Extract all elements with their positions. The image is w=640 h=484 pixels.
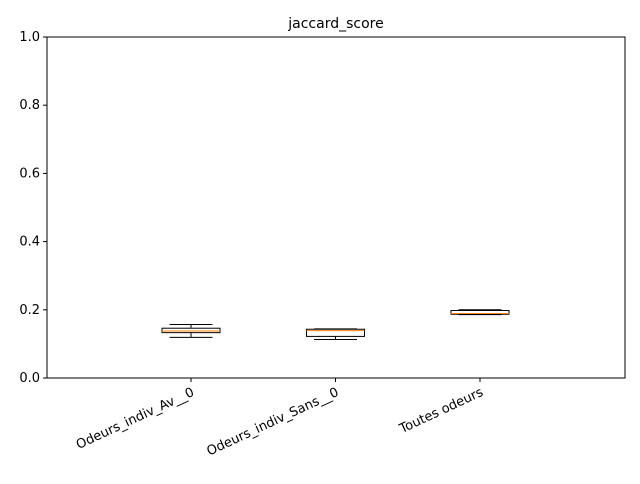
y-tick-label: 0.8 [19, 98, 40, 113]
y-tick-label: 0.6 [19, 166, 40, 181]
y-tick-label: 0.2 [19, 303, 40, 318]
chart-title: jaccard_score [287, 16, 383, 32]
axes-frame [46, 36, 626, 379]
box-iqr [161, 327, 221, 334]
box-iqr [306, 328, 365, 337]
box-iqr [450, 309, 510, 315]
y-tick-label: 1.0 [19, 30, 40, 45]
y-tick-label: 0.4 [19, 235, 40, 250]
y-tick-label: 0.0 [19, 371, 40, 386]
